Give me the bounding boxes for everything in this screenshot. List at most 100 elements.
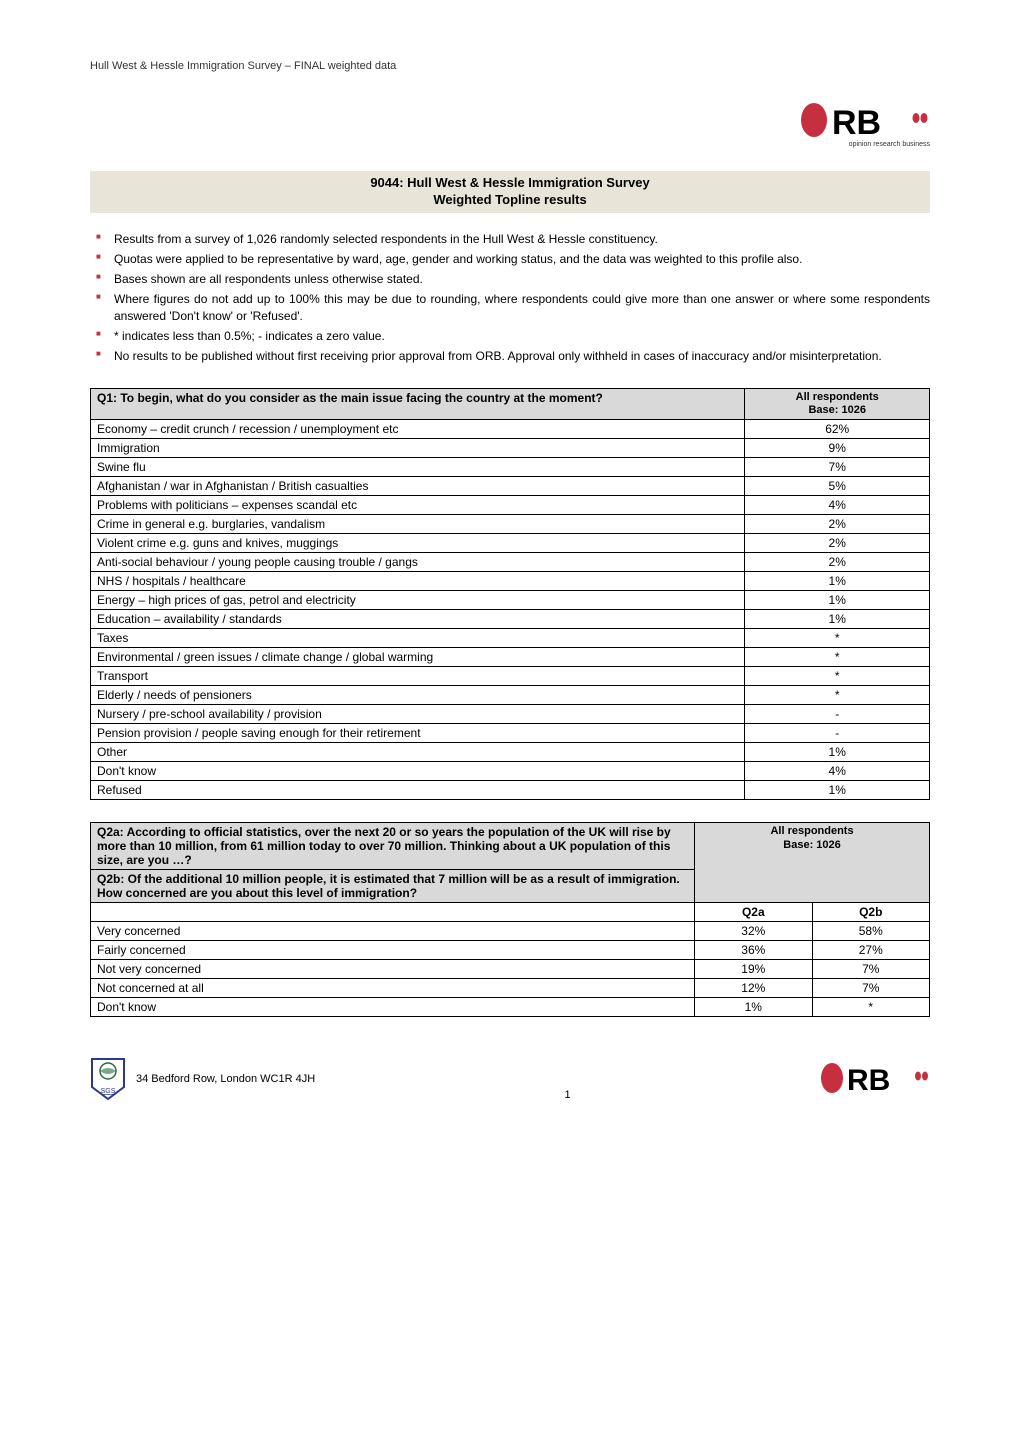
q1-question-cell: Q1: To begin, what do you consider as th…	[91, 389, 745, 420]
row-label: Energy – high prices of gas, petrol and …	[91, 591, 745, 610]
row-value-q2b: 27%	[812, 941, 929, 960]
table-row: NHS / hospitals / healthcare1%	[91, 572, 930, 591]
running-header: Hull West & Hessle Immigration Survey – …	[90, 60, 930, 72]
table-row: Economy – credit crunch / recession / un…	[91, 420, 930, 439]
bullet-item: Quotas were applied to be representative…	[90, 251, 930, 267]
row-label: Other	[91, 743, 745, 762]
q2b-question-cell: Q2b: Of the additional 10 million people…	[91, 870, 695, 903]
table-row: Violent crime e.g. guns and knives, mugg…	[91, 534, 930, 553]
table-row: Refused1%	[91, 781, 930, 800]
row-value: 7%	[745, 458, 930, 477]
row-label: Swine flu	[91, 458, 745, 477]
row-value-q2b: 7%	[812, 979, 929, 998]
row-label: Taxes	[91, 629, 745, 648]
q2a-question-cell: Q2a: According to official statistics, o…	[91, 823, 695, 870]
row-label: Problems with politicians – expenses sca…	[91, 496, 745, 515]
table-row: Other1%	[91, 743, 930, 762]
row-value: -	[745, 705, 930, 724]
row-label: Pension provision / people saving enough…	[91, 724, 745, 743]
q1-body: Economy – credit crunch / recession / un…	[91, 420, 930, 800]
row-label: NHS / hospitals / healthcare	[91, 572, 745, 591]
row-label: Don't know	[91, 998, 695, 1017]
row-value-q2a: 36%	[695, 941, 812, 960]
row-value: 1%	[745, 572, 930, 591]
bullet-item: Results from a survey of 1,026 randomly …	[90, 231, 930, 247]
q2a-sub-header: Q2a	[695, 903, 812, 922]
row-value: 1%	[745, 781, 930, 800]
table-row: Pension provision / people saving enough…	[91, 724, 930, 743]
row-value-q2a: 12%	[695, 979, 812, 998]
footer-logo: RB	[820, 1062, 930, 1101]
table-row: Immigration9%	[91, 439, 930, 458]
title-line-2: Weighted Topline results	[98, 192, 922, 209]
table-row: Not very concerned19%7%	[91, 960, 930, 979]
row-label: Not concerned at all	[91, 979, 695, 998]
table-row: Transport*	[91, 667, 930, 686]
table-row: Nursery / pre-school availability / prov…	[91, 705, 930, 724]
page-footer: SGS 34 Bedford Row, London WC1R 4JH 1 RB	[90, 1057, 930, 1101]
row-label: Fairly concerned	[91, 941, 695, 960]
bullet-item: Where figures do not add up to 100% this…	[90, 291, 930, 323]
row-value: 2%	[745, 553, 930, 572]
table-row: Environmental / green issues / climate c…	[91, 648, 930, 667]
bullet-item: No results to be published without first…	[90, 348, 930, 364]
row-label: Education – availability / standards	[91, 610, 745, 629]
row-label: Crime in general e.g. burglaries, vandal…	[91, 515, 745, 534]
row-value-q2a: 19%	[695, 960, 812, 979]
row-value: 9%	[745, 439, 930, 458]
row-value: 62%	[745, 420, 930, 439]
row-label: Don't know	[91, 762, 745, 781]
row-value: 1%	[745, 743, 930, 762]
row-value-q2b: 58%	[812, 922, 929, 941]
table-row: Elderly / needs of pensioners*	[91, 686, 930, 705]
row-label: Refused	[91, 781, 745, 800]
table-row: Problems with politicians – expenses sca…	[91, 496, 930, 515]
row-value: 4%	[745, 496, 930, 515]
q2-empty-cell	[91, 903, 695, 922]
q2-col-header: All respondents Base: 1026	[695, 823, 930, 903]
intro-bullets: Results from a survey of 1,026 randomly …	[90, 231, 930, 364]
row-value-q2b: *	[812, 998, 929, 1017]
row-value: *	[745, 686, 930, 705]
q1-table: Q1: To begin, what do you consider as th…	[90, 388, 930, 800]
row-label: Nursery / pre-school availability / prov…	[91, 705, 745, 724]
row-value: *	[745, 667, 930, 686]
row-label: Violent crime e.g. guns and knives, mugg…	[91, 534, 745, 553]
row-label: Transport	[91, 667, 745, 686]
table-row: Very concerned32%58%	[91, 922, 930, 941]
row-value: *	[745, 629, 930, 648]
row-label: Environmental / green issues / climate c…	[91, 648, 745, 667]
q2b-sub-header: Q2b	[812, 903, 929, 922]
table-row: Not concerned at all12%7%	[91, 979, 930, 998]
svg-text:RB: RB	[847, 1064, 890, 1097]
footer-left: SGS 34 Bedford Row, London WC1R 4JH	[90, 1057, 315, 1101]
q2-body: Very concerned32%58%Fairly concerned36%2…	[91, 922, 930, 1017]
table-row: Crime in general e.g. burglaries, vandal…	[91, 515, 930, 534]
row-value: 2%	[745, 515, 930, 534]
table-row: Education – availability / standards1%	[91, 610, 930, 629]
table-row: Afghanistan / war in Afghanistan / Briti…	[91, 477, 930, 496]
table-row: Fairly concerned36%27%	[91, 941, 930, 960]
svg-text:SGS: SGS	[101, 1088, 116, 1095]
row-value-q2a: 32%	[695, 922, 812, 941]
title-band: 9044: Hull West & Hessle Immigration Sur…	[90, 171, 930, 213]
q1-col-header: All respondents Base: 1026	[745, 389, 930, 420]
row-value: 5%	[745, 477, 930, 496]
row-label: Not very concerned	[91, 960, 695, 979]
row-label: Economy – credit crunch / recession / un…	[91, 420, 745, 439]
q2-table: Q2a: According to official statistics, o…	[90, 822, 930, 1017]
row-value: 4%	[745, 762, 930, 781]
logo-subline: opinion research business	[849, 141, 930, 148]
bullet-item: Bases shown are all respondents unless o…	[90, 271, 930, 287]
row-label: Anti-social behaviour / young people cau…	[91, 553, 745, 572]
table-row: Don't know4%	[91, 762, 930, 781]
svg-text:RB: RB	[832, 104, 881, 142]
row-label: Afghanistan / war in Afghanistan / Briti…	[91, 477, 745, 496]
row-value: 2%	[745, 534, 930, 553]
logo-container: RB opinion research business	[90, 102, 930, 151]
orb-logo: RB opinion research business	[800, 102, 930, 148]
row-value-q2a: 1%	[695, 998, 812, 1017]
footer-address: 34 Bedford Row, London WC1R 4JH	[136, 1073, 315, 1085]
table-row: Don't know1%*	[91, 998, 930, 1017]
sgs-badge-icon: SGS	[90, 1057, 126, 1101]
